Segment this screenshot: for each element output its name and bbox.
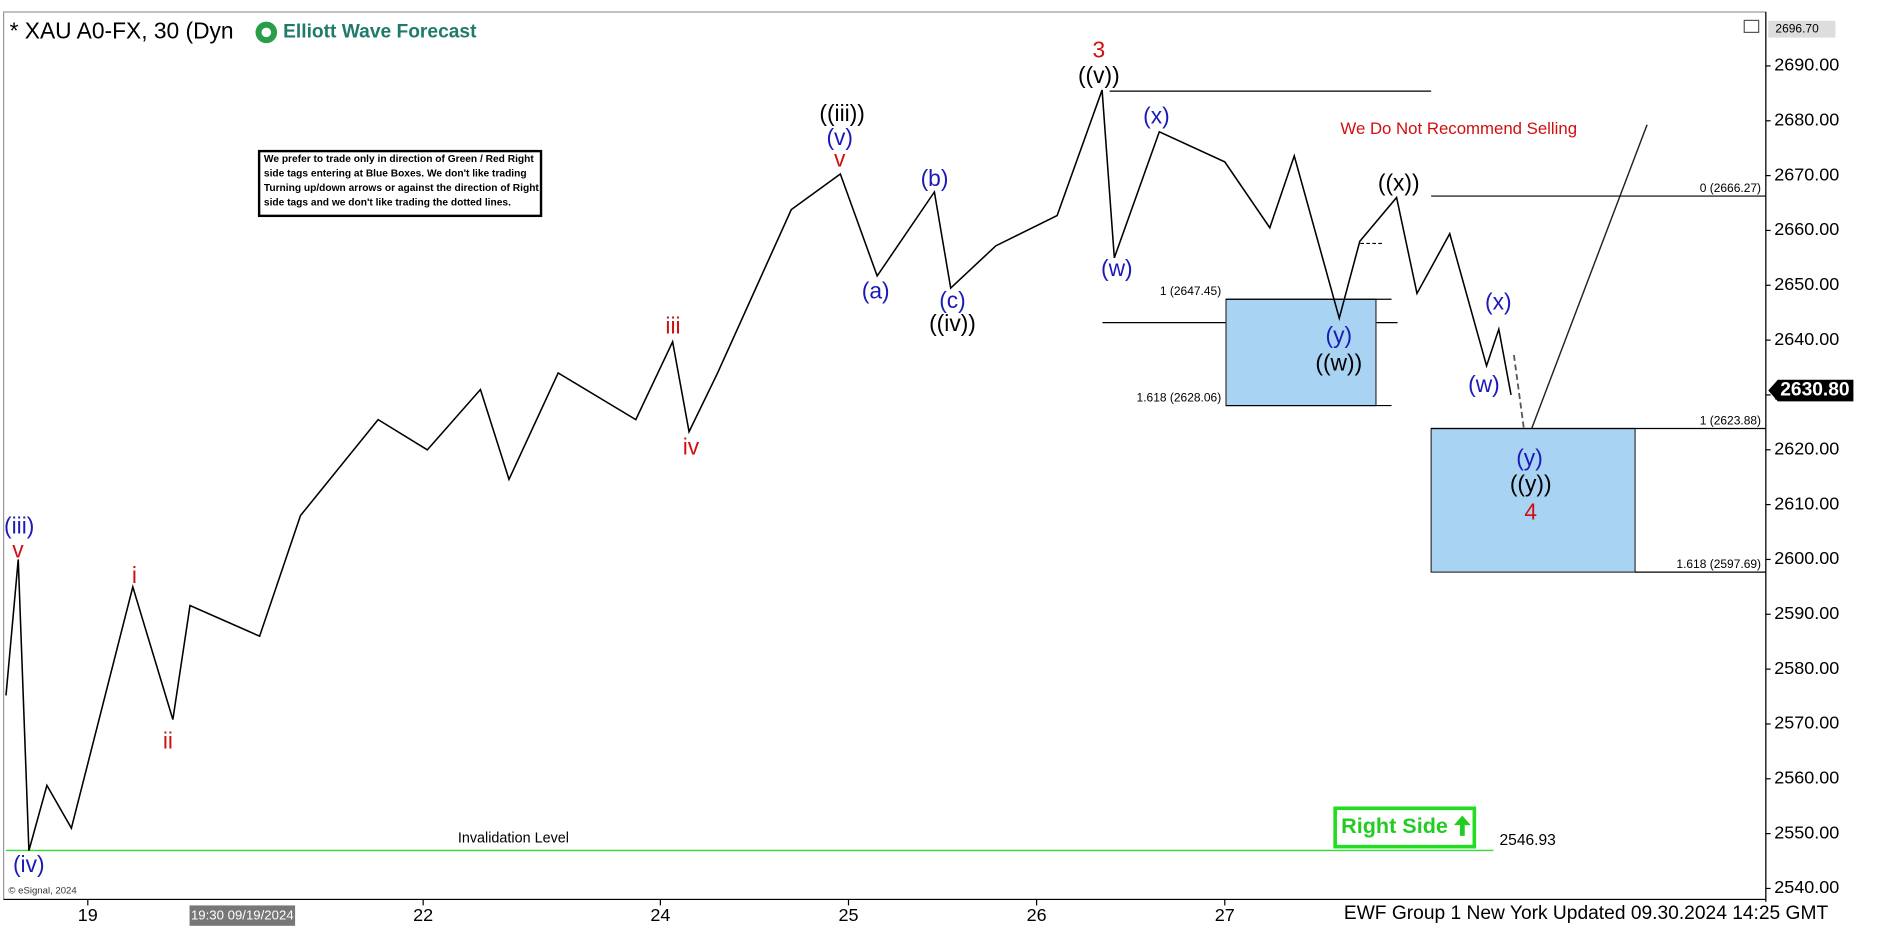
y-tick-label: 2540.00 (1774, 877, 1839, 897)
warning: We Do Not Recommend Selling (1340, 119, 1577, 138)
logo: Elliott Wave Forecast (255, 21, 477, 44)
x-tick-label: 22 (413, 905, 433, 925)
wave-label: ((iv)) (929, 310, 976, 336)
x-tick-label: 25 (838, 905, 858, 925)
cursor-time: 19:30 09/19/2024 (191, 908, 294, 923)
copyright: © eSignal, 2024 (8, 886, 77, 897)
y-tick-label: 2620.00 (1774, 439, 1839, 459)
wave-label: ((x)) (1378, 170, 1420, 196)
note-line: We prefer to trade only in direction of … (264, 154, 534, 165)
price-line (5, 89, 1512, 851)
last-price-tag (1768, 379, 1854, 402)
right-side-arrow (1453, 815, 1471, 836)
wave-label: (x) (1143, 103, 1170, 129)
x-tick-label: 26 (1027, 905, 1047, 925)
note-line: Turning up/down arrows or against the di… (264, 183, 540, 194)
fib-label: 1.618 (2628.06) (1137, 391, 1222, 405)
blue-box (1430, 427, 1636, 573)
x-tick-label: 27 (1215, 905, 1235, 925)
wave-label: (w) (1468, 371, 1500, 397)
window-icon (1743, 19, 1760, 33)
wave-label: i (132, 562, 137, 588)
y-tick-label: 2690.00 (1774, 55, 1839, 75)
note-line: side tags entering at Blue Boxes. We don… (264, 169, 527, 180)
wave-label: 4 (1524, 498, 1537, 524)
fib-label: 0 (2666.27) (1700, 181, 1761, 195)
top-price-label: 2696.70 (1775, 21, 1819, 35)
right-side-text: Right Side (1341, 813, 1448, 838)
footer: EWF Group 1 New York Updated 09.30.2024 … (1344, 903, 1829, 924)
right-side-badge (1333, 806, 1477, 849)
y-tick-label: 2580.00 (1774, 658, 1839, 678)
top-price-tag (1768, 20, 1836, 38)
wave-label: (x) (1485, 288, 1512, 314)
y-tick-label: 2590.00 (1774, 603, 1839, 623)
y-tick-label: 2650.00 (1774, 274, 1839, 294)
wave-label: ii (163, 727, 173, 753)
wave-label: ((w)) (1315, 350, 1362, 376)
wave-label: ((y)) (1510, 471, 1552, 497)
wave-label: (iii) (4, 513, 34, 539)
wave-label: (c) (939, 287, 966, 313)
y-tick-label: 2550.00 (1774, 822, 1839, 842)
y-tick-label: 2660.00 (1774, 219, 1839, 239)
note-line: side tags and we don't like trading the … (264, 197, 511, 208)
chart-title: * XAU A0-FX, 30 (Dyn (10, 17, 234, 43)
projection-dashed (1513, 354, 1527, 444)
y-tick-label: 2600.00 (1774, 548, 1839, 568)
logo-icon-core (261, 27, 272, 38)
x-tick-label: 24 (650, 905, 670, 925)
y-tick-label: 2610.00 (1774, 493, 1839, 513)
y-tick-label: 2560.00 (1774, 768, 1839, 788)
invalidation-value: 2546.93 (1500, 832, 1556, 849)
wave-label: (y) (1516, 444, 1543, 470)
blue-box (1225, 298, 1377, 407)
wave-label: (iv) (13, 851, 45, 877)
wave-label: ((v)) (1078, 62, 1120, 88)
wave-label: v (834, 146, 846, 172)
wave-label: iii (665, 312, 680, 338)
wave-label: (a) (862, 278, 890, 304)
wave-label: iv (683, 434, 700, 460)
wave-label: (y) (1325, 322, 1352, 348)
last-price-label: 2630.80 (1780, 380, 1849, 401)
x-tick-label: 19 (78, 905, 98, 925)
fib-label: 1 (2623.88) (1700, 413, 1761, 427)
fib-label: 1.618 (2597.69) (1676, 557, 1761, 571)
cursor-time-box (189, 905, 296, 926)
wave-label: ((iii)) (819, 100, 865, 126)
wave-label: 3 (1093, 37, 1106, 63)
wave-label: (b) (921, 165, 949, 191)
y-tick-label: 2670.00 (1774, 164, 1839, 184)
wave-label: (v) (826, 124, 853, 150)
logo-text: Elliott Wave Forecast (283, 21, 477, 42)
y-tick-label: 2680.00 (1774, 110, 1839, 130)
y-tick-label: 2640.00 (1774, 329, 1839, 349)
wave-label: (w) (1101, 255, 1133, 281)
y-tick-label: 2570.00 (1774, 713, 1839, 733)
fib-label: 1 (2647.45) (1160, 284, 1221, 298)
wave-label: v (12, 537, 24, 563)
note-box (257, 149, 543, 218)
invalidation-label: Invalidation Level (458, 830, 569, 846)
projection-line (1525, 124, 1648, 444)
